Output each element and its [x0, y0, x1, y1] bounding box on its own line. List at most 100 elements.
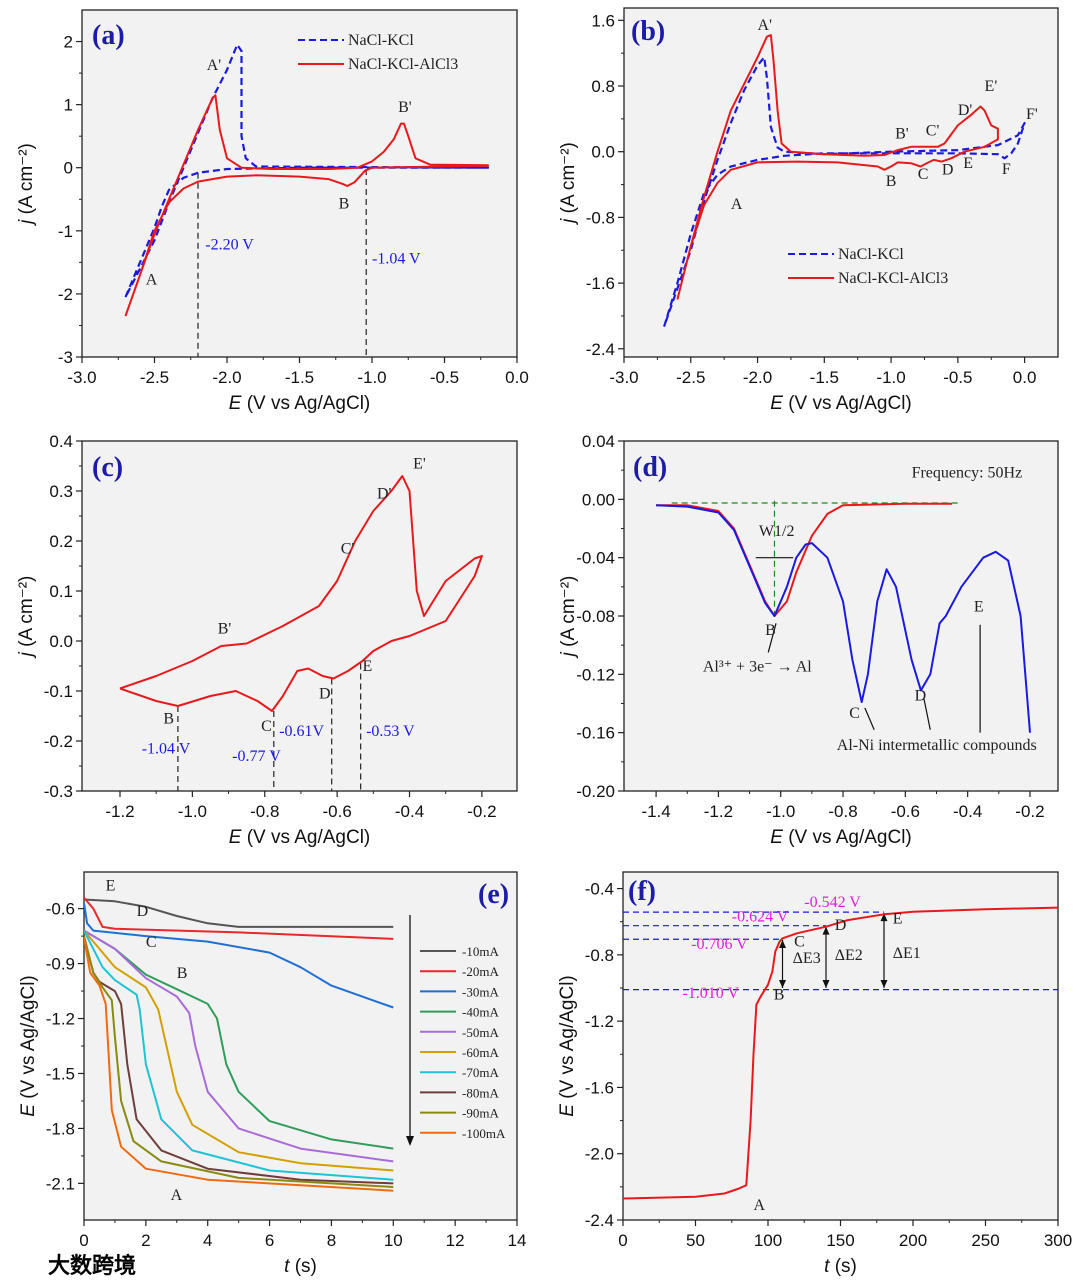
legend-entry: NaCl-KCl-AlCl3	[838, 270, 948, 287]
y-axis-unit: (A cm⁻²)	[16, 143, 37, 220]
y-axis-var: j	[16, 651, 37, 659]
y-tick-label: -2	[58, 285, 73, 304]
legend-entry: -70mA	[462, 1065, 499, 1080]
annotation: C	[918, 166, 929, 183]
plot-content	[84, 896, 394, 1192]
y-tick-label: 0.0	[49, 632, 73, 651]
annotation: A	[754, 1197, 766, 1214]
annotation: -1.04 V	[372, 251, 421, 268]
series-line-CV	[119, 475, 483, 712]
x-axis-label: t (s)	[824, 1256, 857, 1277]
panel-d: -1.4 -1.2 -1.0 -0.8 -0.6 -0.4 -0.2 -0.20 -0.16 -0…	[558, 432, 1059, 848]
x-axis-unit: (V vs Ag/AgCl)	[241, 393, 370, 414]
x-axis-var: E	[770, 393, 783, 414]
annotation: ΔE2	[835, 947, 863, 964]
y-axis-var: j	[558, 651, 579, 659]
x-tick-label: 0	[618, 1231, 627, 1250]
x-tick-label: -0.5	[430, 368, 459, 387]
annotation: A	[146, 271, 158, 288]
x-tick-label: 2	[141, 1231, 150, 1250]
x-tick-label: -0.8	[828, 802, 857, 821]
legend: NaCl-KCl NaCl-KCl-AlCl3	[788, 246, 948, 287]
x-tick-label: -1.0	[876, 368, 905, 387]
y-axis-label: E (V vs Ag/AgCl)	[557, 975, 578, 1117]
y-tick-label: -0.9	[46, 955, 75, 974]
x-axis-label: E (V vs Ag/AgCl)	[229, 393, 371, 414]
y-tick-label: 1.6	[591, 11, 615, 30]
annotation: F'	[1026, 106, 1038, 123]
annotation: F	[1002, 161, 1011, 178]
legend-entry: NaCl-KCl	[838, 246, 904, 263]
series-line-NaCl-KCl	[663, 56, 1026, 327]
annotation: -0.624 V	[732, 909, 789, 926]
annotation: B	[163, 711, 174, 728]
x-axis-label: E (V vs Ag/AgCl)	[770, 827, 912, 848]
series-line-OCP	[623, 906, 1058, 1200]
plot-content	[119, 475, 483, 791]
annotation: -0.706 V	[691, 936, 748, 953]
x-tick-label: 250	[971, 1231, 999, 1250]
legend-entry: NaCl-KCl	[348, 32, 414, 49]
series-line--30mA	[84, 902, 394, 1009]
y-axis-var: E	[18, 1104, 39, 1117]
y-axis-label: j (A cm⁻²)	[16, 143, 37, 227]
plot-area	[622, 871, 1059, 1221]
annotation: C'	[341, 541, 355, 558]
x-tick-label: -1.2	[105, 802, 134, 821]
plot-content	[623, 906, 1058, 1200]
y-axis-label: j (A cm⁻²)	[558, 142, 579, 226]
x-tick-label: 0.0	[505, 368, 529, 387]
y-axis-unit: (A cm⁻²)	[558, 142, 579, 219]
x-axis-var: E	[770, 827, 783, 848]
y-tick-label: -1.6	[585, 1078, 614, 1097]
legend-entry: -10mA	[462, 944, 499, 959]
annotation: C	[849, 705, 860, 722]
x-tick-label: 0.0	[1013, 368, 1037, 387]
y-axis-label: j (A cm⁻²)	[558, 576, 579, 660]
x-axis-unit: (s)	[829, 1256, 856, 1277]
y-tick-label: 0.0	[591, 143, 615, 162]
x-tick-label: -3.0	[609, 368, 638, 387]
y-tick-label: 0.3	[49, 482, 73, 501]
y-tick-label: 0.00	[582, 490, 615, 509]
annotation: B'	[895, 126, 909, 143]
y-tick-label: -2.4	[585, 1211, 614, 1230]
annotation: B	[886, 173, 897, 190]
x-tick-label: 10	[384, 1231, 403, 1250]
x-tick-label: 4	[203, 1231, 212, 1250]
arrow-head-icon	[880, 913, 888, 922]
x-tick-label: -0.6	[891, 802, 920, 821]
annotation: E'	[985, 78, 998, 95]
x-tick-label: -1.5	[285, 368, 314, 387]
y-axis-unit: (A cm⁻²)	[16, 576, 37, 653]
annotation: B'	[218, 621, 232, 638]
y-tick-label: 0.8	[591, 77, 615, 96]
annotation: -0.542 V	[804, 894, 861, 911]
annotation: C	[146, 934, 157, 951]
plot-content	[656, 500, 1031, 733]
annotation: C'	[926, 122, 940, 139]
series-line--50mA	[84, 929, 394, 1163]
annotation: -0.61V	[279, 723, 324, 740]
y-tick-label: -1.5	[46, 1064, 75, 1083]
x-tick-label: 200	[899, 1231, 927, 1250]
x-axis-var: t	[284, 1256, 290, 1277]
x-tick-label: 150	[826, 1231, 854, 1250]
x-tick-label: 100	[754, 1231, 782, 1250]
x-tick-label: -3.0	[67, 368, 96, 387]
y-tick-label: 2	[64, 33, 73, 52]
x-tick-label: -2.0	[743, 368, 772, 387]
series-line-NaCl-KCl-AlCl3	[676, 34, 999, 300]
y-tick-label: -0.04	[576, 549, 615, 568]
series-line-NaCl-KCl-AlCl3	[124, 94, 489, 317]
series-line--20mA	[84, 896, 394, 940]
annotation: B	[774, 987, 785, 1004]
panel-label: (e)	[478, 879, 509, 910]
y-tick-label: -2.0	[585, 1145, 614, 1164]
annotation: A'	[207, 57, 222, 74]
annotation: -2.20 V	[205, 237, 254, 254]
legend-entry: -50mA	[462, 1025, 499, 1040]
annotation: ΔE1	[893, 945, 921, 962]
x-tick-label: -2.0	[212, 368, 241, 387]
